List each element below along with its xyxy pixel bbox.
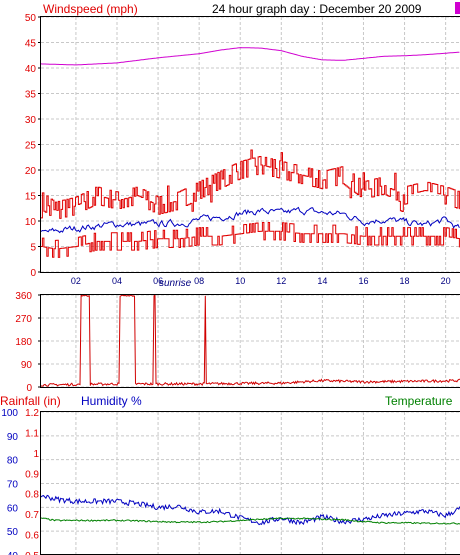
windspeed-grid [41, 16, 460, 273]
humidity-tick-label: 70 [7, 480, 19, 491]
rainfall-tick-label: 1 [33, 449, 39, 460]
x-tick-label: 02 [71, 276, 81, 286]
humidity-tick-label: 90 [7, 432, 19, 443]
windspeed-label: Windspeed (mph) [43, 2, 138, 16]
x-tick-label: 20 [441, 276, 451, 286]
y-tick-label: 50 [25, 13, 37, 24]
x-tick-label: 04 [112, 276, 122, 286]
rainfall-label: Rainfall (in) [0, 394, 61, 408]
y-tick-label: 20 [25, 166, 37, 177]
sunrise-label: sunrise [159, 278, 192, 289]
wind-series-line [41, 222, 460, 258]
x-tick-label: 16 [358, 276, 368, 286]
direction-axis: 0 90 180 270 360 [15, 291, 41, 394]
rainfall-tick-label: 1.2 [25, 408, 39, 419]
x-tick-label: 08 [194, 276, 204, 286]
humidity-tick-label: 40 [7, 551, 19, 555]
y-tick-label: 30 [25, 115, 37, 126]
rainfall-tick-label: 0.6 [25, 531, 39, 542]
humidity-tick-label: 60 [7, 503, 19, 514]
rainfall-tick-label: 0.9 [25, 469, 39, 480]
humidity-label: Humidity % [81, 394, 142, 408]
y-tick-label: 35 [25, 90, 37, 101]
x-tick-label: 10 [235, 276, 245, 286]
humidity-line [40, 494, 460, 526]
y-tick-label: 360 [15, 291, 32, 302]
humidity-tick-label: 50 [7, 527, 19, 538]
y-tick-label: 5 [30, 243, 36, 254]
humidity-axis: 40 50 60 70 80 90 100 0.5 0.6 0.7 0.8 0.9 1 1.1 1.2 [1, 408, 39, 555]
direction-line [41, 293, 460, 387]
y-tick-label: 0 [30, 268, 36, 279]
legend-marker [455, 2, 460, 14]
windspeed-series [40, 47, 460, 258]
direction-grid [41, 294, 460, 388]
rainfall-tick-label: 0.7 [25, 510, 39, 521]
rainfall-tick-label: 0.8 [25, 490, 39, 501]
y-tick-label: 10 [25, 217, 37, 228]
x-tick-label: 06 [153, 276, 163, 286]
rainfall-tick-label: 0.5 [25, 551, 39, 555]
direction-series [41, 293, 460, 387]
x-tick-label: 12 [276, 276, 286, 286]
x-tick-label: 14 [317, 276, 327, 286]
direction-frame [40, 294, 460, 388]
wind-average-line [40, 206, 460, 234]
y-tick-label: 40 [25, 64, 37, 75]
temperature-line [40, 517, 460, 525]
y-tick-label: 180 [15, 337, 32, 348]
y-tick-label: 15 [25, 192, 37, 203]
rainfall-tick-label: 1.1 [25, 428, 39, 439]
y-tick-label: 45 [25, 39, 37, 50]
y-tick-label: 90 [21, 360, 33, 371]
humidity-series [40, 494, 460, 526]
windspeed-frame [40, 16, 460, 273]
y-tick-label: 0 [26, 383, 32, 394]
temperature-label: Temperature [385, 394, 453, 408]
humidity-grid [41, 411, 460, 555]
humidity-tick-label: 80 [7, 456, 19, 467]
y-tick-label: 25 [25, 141, 37, 152]
magenta-series-line [40, 47, 460, 66]
wind-series-line [41, 149, 460, 219]
humidity-tick-label: 100 [1, 408, 18, 419]
graph-title: 24 hour graph day : December 20 2009 [212, 2, 422, 16]
x-tick-label: 18 [400, 276, 410, 286]
y-tick-label: 270 [15, 314, 32, 325]
